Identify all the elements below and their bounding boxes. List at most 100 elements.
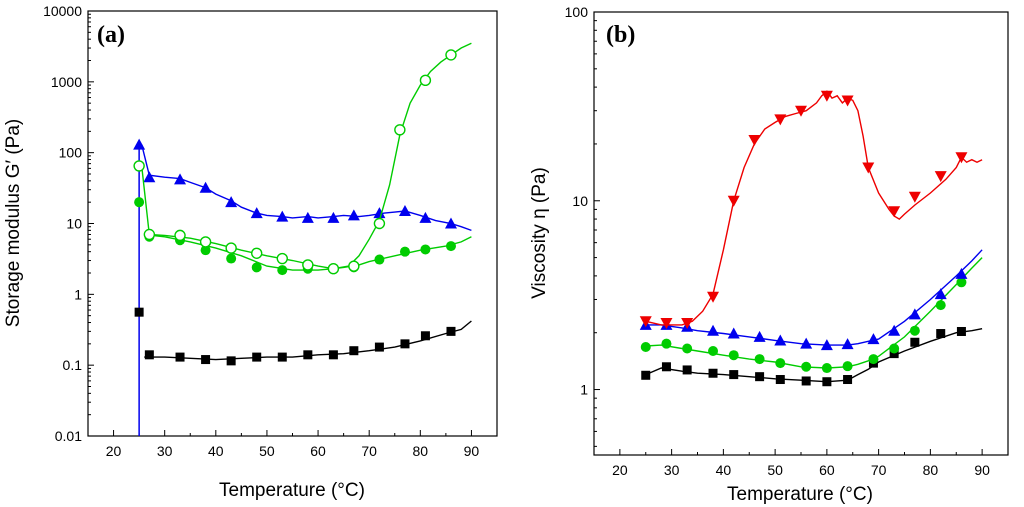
- green-open-circles-marker: [348, 260, 360, 272]
- green-open-circles-marker: [133, 160, 145, 172]
- black-squares-marker: [446, 326, 456, 336]
- black-squares-marker: [420, 331, 430, 341]
- panel-a-label: (a): [97, 22, 125, 48]
- green-filled-circles-marker: [445, 241, 456, 252]
- blue-triangles-marker: [820, 339, 833, 351]
- green-open-circles-marker: [327, 263, 340, 275]
- x-tick-label: 60: [310, 443, 326, 459]
- black-squares-marker: [175, 352, 185, 362]
- blue-triangles-marker: [841, 338, 854, 350]
- green-circles-marker: [889, 343, 900, 354]
- blue-triangles-marker: [888, 324, 901, 336]
- x-tick-label: 70: [361, 443, 377, 459]
- panel-b-y-axis-title: Viscosity η (Pa): [529, 167, 550, 299]
- red-triangles-down-marker: [820, 90, 833, 102]
- black-squares-marker: [708, 368, 718, 378]
- red-triangles-down-marker: [908, 191, 921, 203]
- green-open-circles-marker: [199, 236, 212, 248]
- black-squares-marker: [822, 377, 832, 387]
- black-squares-marker: [801, 376, 811, 386]
- y-tick-label: 1: [580, 382, 588, 398]
- green-filled-circles-marker: [399, 246, 410, 257]
- green-open-circles-marker: [143, 228, 156, 241]
- blue-triangles-marker: [174, 173, 187, 185]
- red-triangles-down-marker: [639, 316, 652, 328]
- green-open-circles-marker: [445, 49, 457, 61]
- black-squares-marker: [303, 350, 313, 360]
- y-tick-label: 1: [74, 286, 82, 302]
- x-tick-label: 90: [974, 462, 990, 478]
- red-triangles-down-marker: [748, 134, 761, 146]
- x-tick-label: 30: [157, 443, 173, 459]
- black-squares-marker: [252, 352, 262, 362]
- black-squares-marker: [328, 350, 338, 360]
- green-circles-marker: [909, 325, 920, 336]
- blue-triangles-marker: [934, 288, 947, 300]
- green-circles-marker: [640, 342, 651, 353]
- x-tick-label: 20: [106, 443, 122, 459]
- blue-triangles-marker: [143, 171, 156, 183]
- black-squares-marker: [201, 355, 211, 365]
- red-triangles-down-marker: [727, 195, 740, 207]
- red-triangles-down-marker: [862, 162, 875, 174]
- y-tick-label: 10000: [43, 3, 82, 19]
- black-squares-marker: [729, 370, 739, 380]
- black-squares-marker: [400, 339, 410, 349]
- x-tick-label: 50: [767, 462, 783, 478]
- blue-triangles-marker: [753, 330, 766, 342]
- x-tick-label: 80: [923, 462, 939, 478]
- blue-triangles-marker: [347, 209, 360, 221]
- green-circles-marker: [728, 350, 739, 361]
- x-tick-label: 70: [871, 462, 887, 478]
- green-open-circles-marker: [225, 242, 237, 254]
- green-filled-circles-marker: [134, 197, 145, 208]
- green-filled-circles-marker: [277, 265, 288, 276]
- x-tick-label: 40: [716, 462, 732, 478]
- green-circles-marker: [661, 338, 672, 349]
- x-tick-label: 90: [464, 443, 480, 459]
- green-circles-marker: [935, 300, 946, 311]
- blue-triangles-marker: [774, 334, 787, 346]
- black-squares-marker: [843, 375, 853, 385]
- x-tick-label: 60: [819, 462, 835, 478]
- blue-triangles-marker: [444, 217, 457, 229]
- blue-triangles-marker: [250, 207, 263, 219]
- black-squares-marker: [910, 337, 920, 347]
- red-triangles-down-marker: [795, 105, 807, 117]
- y-tick-label: 100: [59, 145, 83, 161]
- blue-triangles-marker: [707, 324, 720, 336]
- blue-triangles-marker: [398, 205, 411, 217]
- green-open-circles-marker: [373, 217, 386, 230]
- panel-b-label: (b): [606, 22, 635, 48]
- black-squares-marker: [226, 356, 236, 366]
- blue-triangles-marker: [133, 138, 146, 150]
- x-tick-label: 80: [413, 443, 429, 459]
- black-squares-line: [645, 328, 983, 383]
- x-tick-label: 50: [259, 443, 275, 459]
- black-squares-marker: [936, 329, 946, 339]
- red-triangles-down-line: [645, 90, 983, 326]
- red-triangles-down-marker: [888, 206, 901, 218]
- blue-triangles-marker: [199, 181, 212, 193]
- black-squares-marker: [144, 350, 154, 360]
- black-squares-marker: [775, 375, 785, 385]
- green-open-circles-marker: [394, 124, 406, 136]
- green-circles-marker: [708, 346, 719, 357]
- blue-triangles-marker: [867, 333, 880, 345]
- green-open-circles-marker: [302, 259, 314, 271]
- y-tick-label: 100: [565, 4, 589, 20]
- black-squares-marker: [349, 346, 359, 356]
- blue-triangles-line: [645, 249, 983, 346]
- blue-triangles-marker: [727, 327, 740, 339]
- green-filled-circles-marker: [420, 244, 431, 255]
- green-circles-marker: [821, 363, 832, 374]
- green-circles-marker: [775, 358, 786, 369]
- x-tick-label: 30: [664, 462, 680, 478]
- black-squares-marker: [641, 370, 651, 380]
- black-squares-marker: [661, 362, 671, 372]
- green-filled-circles-marker: [200, 245, 211, 256]
- panel-a-x-axis-title: Temperature (°C): [219, 480, 365, 501]
- green-circles-marker: [801, 361, 812, 372]
- black-squares-marker: [889, 349, 899, 359]
- black-squares-line: [144, 320, 472, 361]
